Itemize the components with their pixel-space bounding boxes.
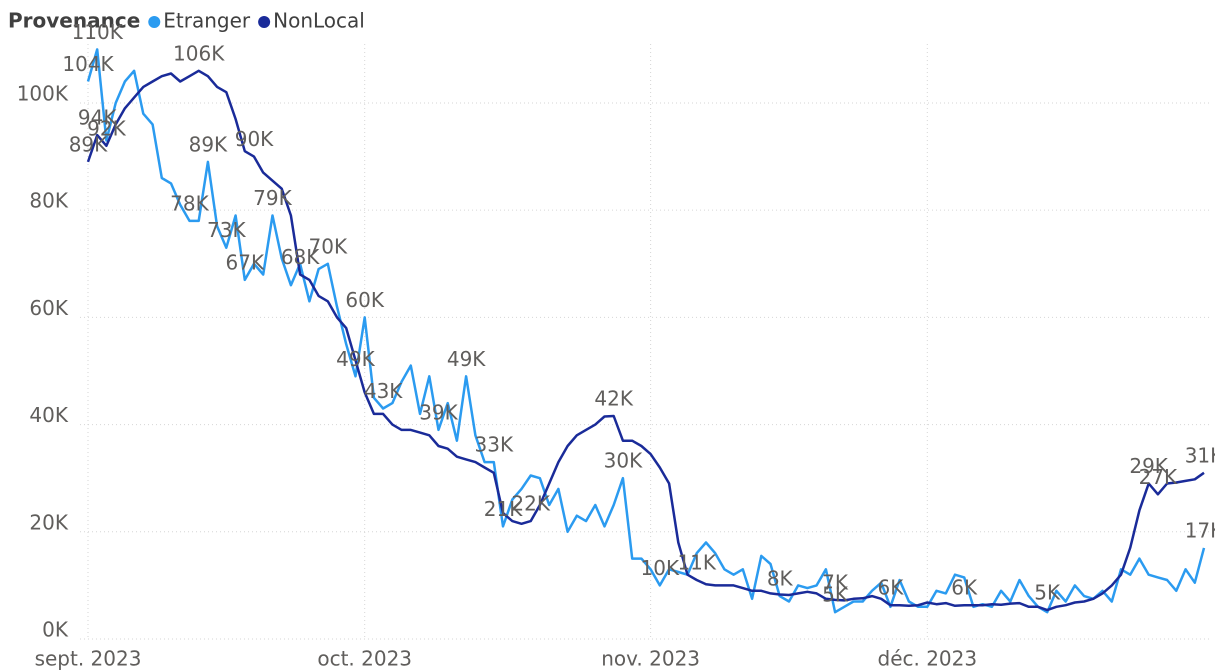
data-label: 8K [767,567,794,591]
x-tick-label: nov. 2023 [601,647,700,671]
data-label: 42K [594,387,633,411]
legend-label: NonLocal [273,9,365,33]
data-label: 106K [173,41,225,65]
data-label: 21K [484,497,523,521]
legend-marker [258,16,271,28]
legend-marker [148,16,161,28]
data-label: 39K [419,400,458,424]
data-label: 6K [877,576,904,600]
x-tick-label: sept. 2023 [35,647,142,671]
legend-label: Etranger [163,9,251,33]
data-label: 22K [511,492,550,516]
y-tick-label: 20K [29,510,68,534]
data-label: 33K [475,433,514,457]
data-label: 60K [345,288,384,312]
data-label: 90K [235,127,274,151]
data-label: 31K [1185,443,1215,467]
data-label: 5K [1034,581,1061,605]
data-label: 67K [226,250,265,274]
data-label: 73K [207,218,246,242]
y-tick-label: 0K [42,618,69,642]
y-tick-label: 100K [17,81,69,105]
data-label: 68K [281,245,320,269]
data-label: 110K [72,20,124,44]
data-label: 17K [1185,518,1215,542]
data-label: 10K [641,556,680,580]
data-label: 11K [677,551,716,575]
data-label: 78K [170,191,209,215]
data-label: 79K [253,186,292,210]
data-label: 104K [62,52,114,76]
data-label: 49K [336,347,375,371]
data-label: 92K [87,116,126,140]
y-tick-label: 40K [29,403,68,427]
x-tick-label: déc. 2023 [878,647,978,671]
data-label: 89K [69,132,108,156]
legend-title: Provenance [8,9,140,33]
data-label: 30K [604,449,643,473]
y-tick-label: 80K [29,189,68,213]
data-label: 49K [447,347,486,371]
data-label: 89K [189,132,228,156]
data-label: 70K [309,234,348,258]
series-line [86,69,1205,612]
data-label: 5K [822,583,849,607]
data-label: 6K [951,576,978,600]
data-label: 27K [1139,465,1178,489]
data-label: 29K [1129,454,1168,478]
x-tick-label: oct. 2023 [317,647,412,671]
data-label: 7K [822,570,849,594]
data-label: 43K [364,379,403,403]
series-line [86,48,1206,614]
y-tick-label: 60K [29,296,68,320]
data-label: 94K [78,106,117,130]
